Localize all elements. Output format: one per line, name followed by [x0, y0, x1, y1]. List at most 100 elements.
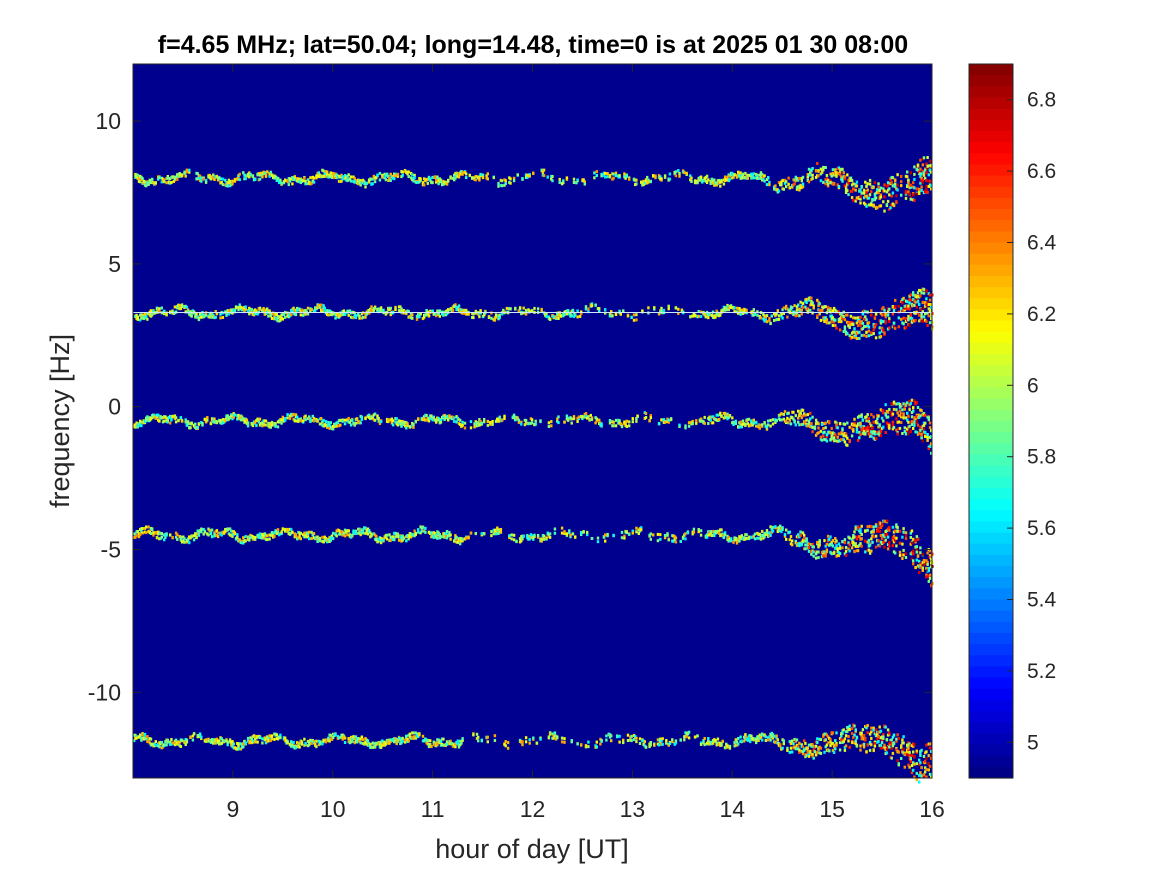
trace-cell — [258, 417, 262, 421]
trace-cell — [397, 305, 401, 309]
trace-cell — [288, 742, 292, 746]
trace-cell — [280, 313, 283, 317]
trace-cell — [377, 416, 380, 420]
trace-cell — [870, 313, 873, 317]
trace-cell — [867, 425, 871, 429]
trace-cell — [745, 308, 748, 312]
trace-cell — [183, 540, 186, 544]
trace-cell — [619, 312, 622, 316]
trace-cell — [842, 438, 845, 442]
trace-cell — [758, 426, 761, 430]
trace-cell — [389, 313, 392, 317]
trace-cell — [801, 301, 805, 305]
trace-cell — [548, 532, 552, 536]
trace-cell — [186, 422, 190, 426]
trace-cell — [355, 417, 359, 421]
trace-cell — [812, 550, 815, 554]
trace-cell — [347, 529, 350, 533]
trace-cell — [804, 305, 807, 309]
trace-cell — [512, 176, 516, 180]
trace-cell — [565, 312, 569, 316]
trace-cell — [268, 172, 271, 176]
trace-cell — [876, 421, 879, 425]
trace-cell — [711, 421, 715, 425]
trace-cell — [391, 419, 395, 423]
trace-cell — [547, 315, 551, 319]
trace-cell — [920, 432, 923, 436]
trace-cell — [799, 530, 802, 534]
trace-cell — [883, 195, 886, 199]
trace-cell — [861, 418, 865, 422]
trace-cell — [842, 315, 845, 318]
trace-cell — [838, 546, 842, 550]
trace-cell — [542, 534, 546, 538]
trace-cell — [367, 311, 371, 315]
trace-cell — [614, 174, 618, 178]
trace-cell — [219, 316, 222, 320]
trace-cell — [250, 737, 253, 741]
trace-cell — [604, 533, 607, 537]
trace-cell — [264, 738, 268, 742]
trace-cell — [239, 418, 243, 422]
trace-cell — [904, 326, 908, 329]
trace-cell — [812, 306, 815, 310]
trace-cell — [801, 531, 805, 535]
trace-cell — [233, 179, 237, 183]
trace-cell — [895, 402, 898, 406]
trace-cell — [384, 178, 388, 182]
trace-cell — [433, 175, 437, 179]
trace-cell — [298, 745, 301, 749]
trace-cell — [824, 426, 827, 430]
trace-cell — [801, 175, 805, 179]
trace-cell — [884, 319, 887, 323]
trace-cell — [279, 178, 282, 182]
trace-cell — [324, 174, 328, 178]
trace-cell — [275, 532, 278, 535]
trace-cell — [867, 548, 871, 552]
trace-cell — [919, 158, 922, 162]
trace-cell — [547, 425, 551, 428]
trace-cell — [204, 178, 208, 182]
trace-cell — [822, 180, 825, 184]
trace-cell — [867, 419, 871, 423]
trace-cell — [242, 742, 245, 746]
trace-cell — [327, 313, 330, 317]
trace-cell — [879, 319, 883, 323]
trace-cell — [189, 736, 192, 739]
trace-cell — [900, 175, 903, 178]
trace-cell — [388, 176, 391, 180]
trace-cell — [623, 420, 626, 424]
trace-cell — [294, 413, 298, 417]
trace-cell — [520, 312, 523, 316]
trace-cell — [847, 547, 850, 551]
trace-cell — [474, 532, 477, 536]
trace-cell — [163, 178, 166, 182]
trace-cell — [494, 532, 498, 536]
trace-cell — [865, 419, 868, 423]
trace-cell — [316, 171, 319, 175]
trace-cell — [165, 177, 168, 180]
trace-cell — [750, 172, 753, 176]
trace-cell — [451, 308, 455, 312]
trace-cell — [274, 733, 277, 737]
trace-cell — [909, 536, 912, 539]
trace-cell — [631, 420, 634, 424]
trace-cell — [317, 171, 320, 175]
trace-cell — [227, 312, 231, 316]
trace-cell — [892, 321, 896, 325]
trace-cell — [765, 427, 769, 431]
trace-cell — [480, 532, 483, 536]
trace-cell — [846, 436, 849, 440]
trace-cell — [267, 314, 270, 318]
trace-cell — [459, 542, 462, 546]
trace-cell — [720, 414, 723, 418]
trace-cell — [348, 309, 352, 313]
trace-cell — [647, 180, 650, 184]
trace-cell — [364, 740, 367, 744]
trace-cell — [870, 203, 873, 207]
trace-cell — [846, 332, 849, 336]
trace-cell — [337, 736, 341, 740]
trace-cell — [180, 303, 184, 307]
trace-cell — [866, 182, 869, 186]
trace-cell — [835, 539, 838, 543]
